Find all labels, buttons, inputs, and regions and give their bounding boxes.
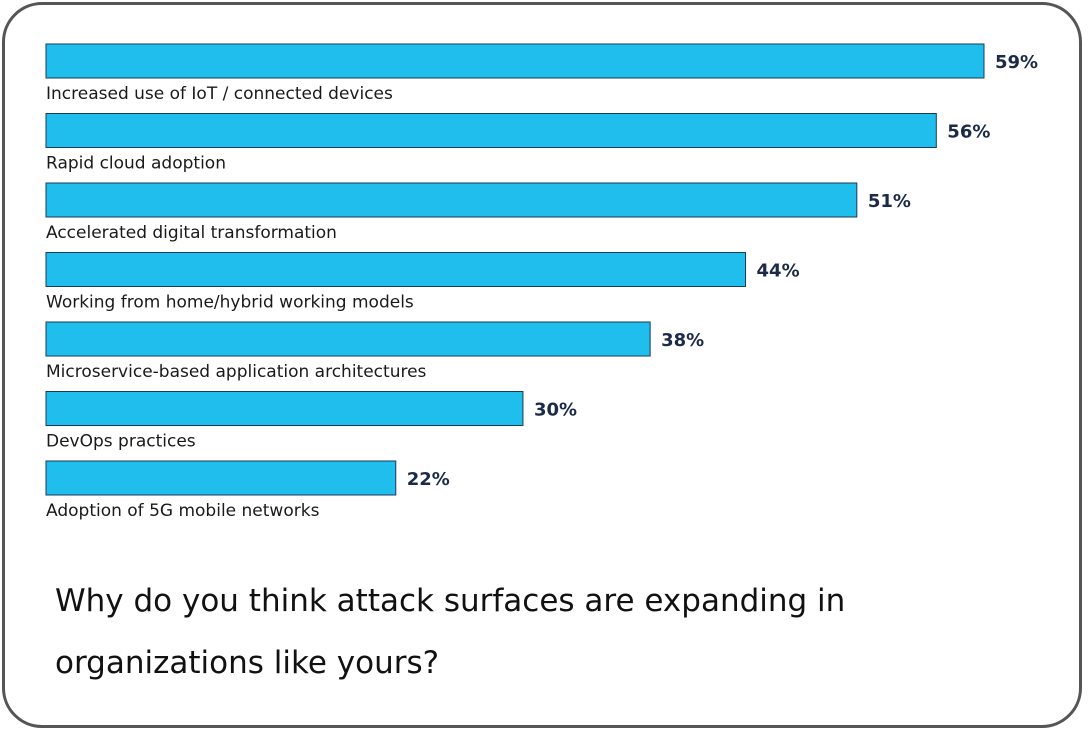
- value-label-3: 51%: [868, 191, 911, 212]
- bar-7: [45, 460, 397, 496]
- category-label-4: Working from home/hybrid working models: [46, 293, 414, 313]
- category-label-7: Adoption of 5G mobile networks: [46, 501, 320, 521]
- category-label-3: Accelerated digital transformation: [46, 223, 337, 243]
- bar-2: [45, 113, 937, 148]
- bar-5: [45, 321, 651, 357]
- bar-6: [45, 391, 524, 426]
- value-label-5: 38%: [661, 330, 704, 351]
- category-label-1: Increased use of IoT / connected devices: [46, 84, 393, 104]
- category-label-5: Microservice-based application architect…: [46, 362, 427, 382]
- value-label-4: 44%: [757, 261, 800, 282]
- value-label-2: 56%: [947, 122, 990, 143]
- value-label-6: 30%: [534, 400, 577, 421]
- bar-4: [45, 252, 747, 287]
- survey-question: Why do you think attack surfaces are exp…: [55, 583, 846, 681]
- category-label-6: DevOps practices: [46, 432, 196, 452]
- bar-1: [45, 43, 985, 79]
- bar-chart: 59% Increased use of IoT / connected devi…: [45, 43, 1038, 521]
- value-label-7: 22%: [407, 469, 450, 490]
- category-label-2: Rapid cloud adoption: [46, 154, 226, 174]
- bar-3: [45, 182, 858, 218]
- value-label-1: 59%: [995, 52, 1038, 73]
